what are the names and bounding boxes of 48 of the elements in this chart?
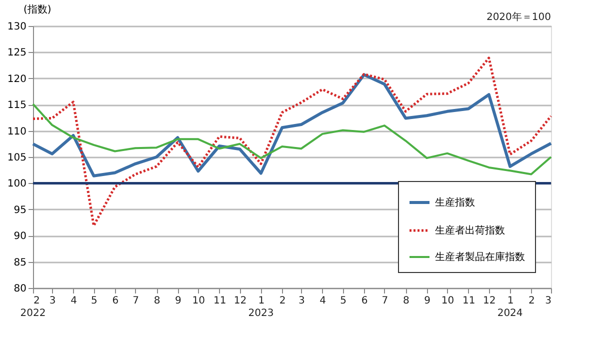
x-tick-label: 8 [154,296,160,306]
line-series [32,103,552,176]
text: 2020年＝100 [486,11,551,23]
y-tick-label: 130 [7,22,26,32]
y-tick-label: 80 [14,284,26,294]
x-tick-label: 8 [402,296,410,306]
x-tick-label: 4 [70,296,77,306]
x-tick-label: 11 [213,296,226,306]
y-tick-label: 85 [14,257,26,268]
x-tick-label: 2 [279,296,286,306]
y-tick-label: 110 [7,126,26,138]
y-tick-label: 120 [7,74,26,85]
text: 2023 [248,308,274,319]
x-tick-label: 4 [320,296,326,306]
x-tick-label: 6 [112,296,119,306]
x-tick-label: 5 [91,296,98,306]
x-tick-label: 10 [441,296,454,306]
x-tick-label: 3 [298,296,305,306]
x-tick-label: 7 [382,296,388,306]
legend-label: 生産指数 [435,196,475,208]
x-tick-label: 12 [483,296,496,306]
y-tick-label: 95 [14,204,26,216]
y-tick-label: 105 [7,152,26,164]
y-tick-label: 115 [7,100,26,112]
x-tick-label: 11 [462,296,476,306]
y-tick-label: 100 [7,178,26,190]
x-tick-label: 9 [175,296,182,306]
text: 2022 [20,308,46,319]
x-tick-label: 10 [192,296,206,306]
y-tick-label: 90 [14,231,26,242]
line-series [32,73,552,178]
x-tick-label: 1 [258,296,265,306]
legend-label: 生産者製品在庫指数 [435,251,525,263]
x-tick-label: 1 [507,296,514,306]
line-series [32,56,552,227]
x-tick-label: 6 [361,296,368,306]
x-tick-label: 7 [132,296,140,306]
y-tick-label: 125 [7,48,26,59]
y-axis-title: (指数) [24,4,52,16]
x-tick-label: 2 [34,296,40,306]
x-tick-label: 2 [528,296,535,306]
legend-label: 生産者出荷指数 [435,224,505,236]
x-tick-label: 9 [424,296,430,306]
x-tick-label: 3 [545,296,552,306]
x-tick-label: 5 [340,296,347,306]
text: 2024 [497,308,523,319]
x-tick-label: 12 [234,296,247,306]
x-tick-label: 3 [49,296,56,306]
